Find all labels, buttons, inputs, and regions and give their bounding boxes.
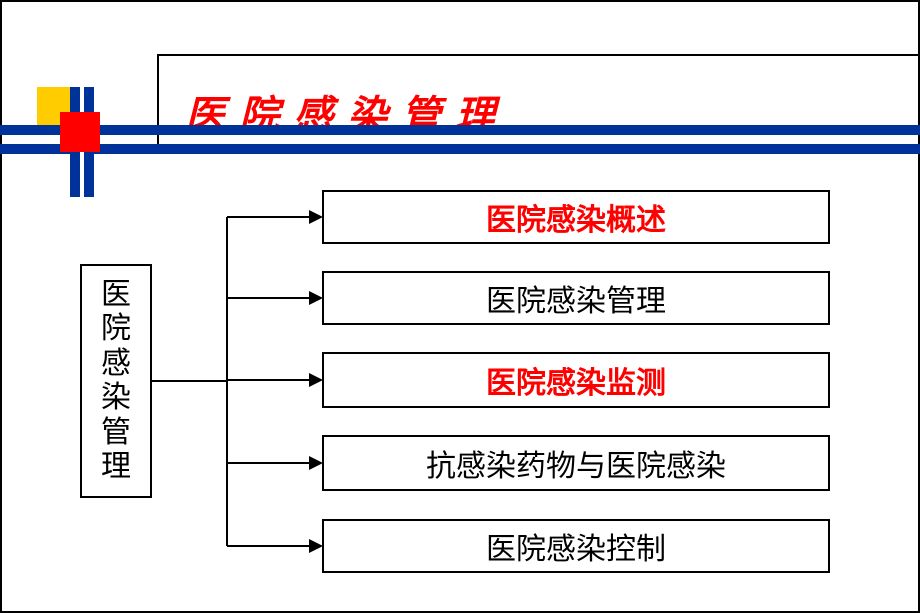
root-node-char: 染	[101, 381, 131, 416]
root-node-char: 院	[101, 312, 131, 347]
connector-line	[226, 217, 228, 546]
child-node-1: 医院感染管理	[322, 271, 830, 325]
child-node-3: 抗感染药物与医院感染	[322, 435, 830, 491]
child-node-0: 医院感染概述	[322, 190, 830, 244]
arrow-right-icon	[309, 456, 323, 470]
child-node-label: 医院感染控制	[486, 524, 666, 568]
slide-stage: 医 院 感 染 管 理 医院感染管理 医院感染概述医院感染管理医院感染监测抗感染…	[0, 0, 920, 613]
connector-line	[227, 297, 309, 299]
deco-rect	[84, 147, 94, 197]
arrow-right-icon	[309, 539, 323, 553]
child-node-label: 医院感染监测	[486, 358, 666, 402]
connector-line	[152, 380, 227, 382]
deco-rect	[60, 112, 100, 152]
connector-line	[227, 545, 309, 547]
child-node-label: 抗感染药物与医院感染	[426, 441, 726, 485]
root-node-char: 感	[101, 347, 131, 382]
connector-line	[227, 379, 309, 381]
deco-rect	[93, 125, 920, 135]
root-node-char: 理	[101, 450, 131, 485]
deco-rect	[70, 147, 80, 197]
connector-line	[227, 462, 309, 464]
root-node-char: 管	[101, 416, 131, 451]
root-node: 医院感染管理	[80, 264, 152, 498]
outer-frame-left	[0, 0, 2, 613]
child-node-2: 医院感染监测	[322, 352, 830, 408]
child-node-label: 医院感染管理	[486, 276, 666, 320]
deco-rect	[93, 144, 920, 154]
child-node-label: 医院感染概述	[486, 195, 666, 239]
outer-frame-top	[0, 0, 920, 2]
arrow-right-icon	[309, 210, 323, 224]
child-node-4: 医院感染控制	[322, 519, 830, 573]
connector-line	[227, 216, 309, 218]
arrow-right-icon	[309, 291, 323, 305]
arrow-right-icon	[309, 373, 323, 387]
root-node-char: 医	[101, 278, 131, 313]
